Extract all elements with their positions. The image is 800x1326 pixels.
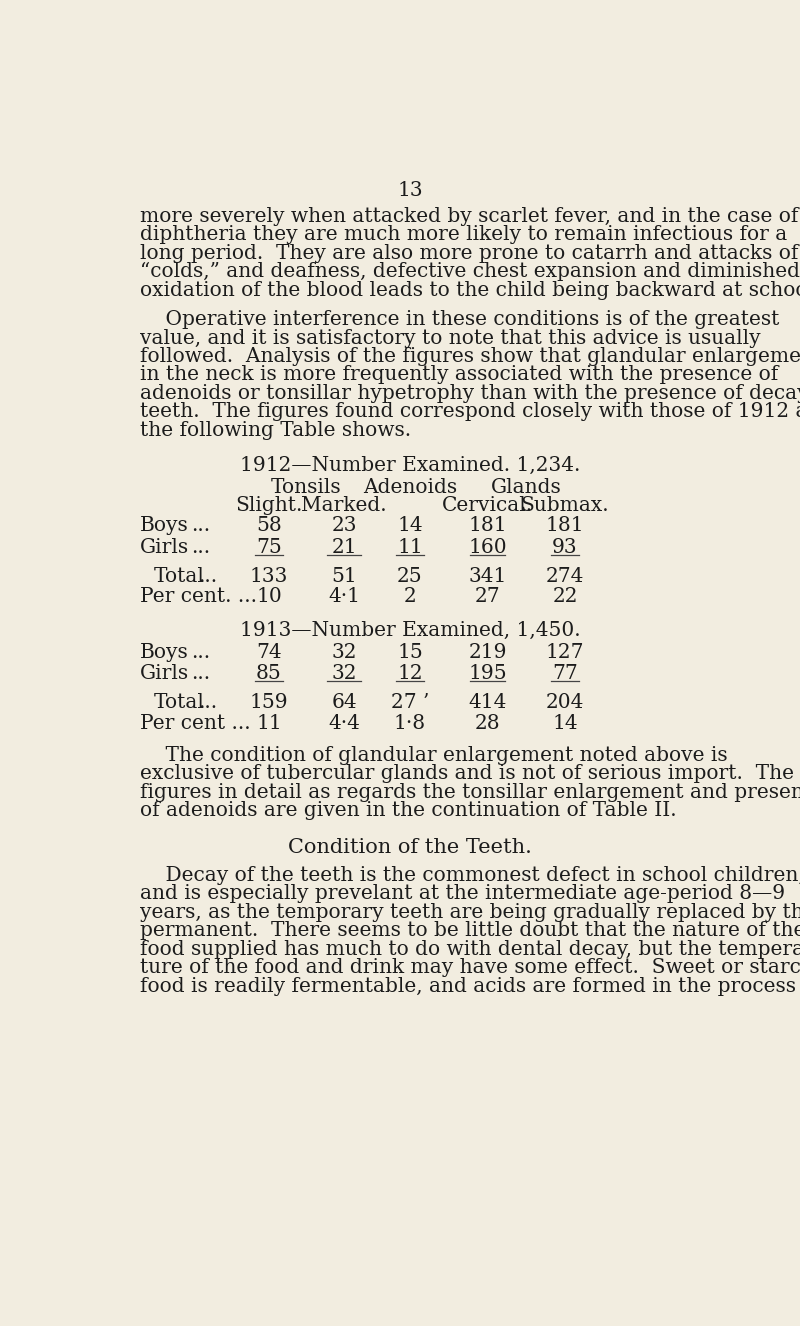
Text: long period.  They are also more prone to catarrh and attacks of: long period. They are also more prone to…: [140, 244, 798, 263]
Text: 159: 159: [250, 693, 288, 712]
Text: food is readily fermentable, and acids are formed in the process of: food is readily fermentable, and acids a…: [140, 977, 800, 996]
Text: Girls: Girls: [140, 664, 190, 683]
Text: food supplied has much to do with dental decay, but the tempera-: food supplied has much to do with dental…: [140, 940, 800, 959]
Text: 75: 75: [256, 538, 282, 557]
Text: 160: 160: [468, 538, 507, 557]
Text: “colds,” and deafness, defective chest expansion and diminished: “colds,” and deafness, defective chest e…: [140, 263, 800, 281]
Text: 127: 127: [546, 643, 584, 662]
Text: 22: 22: [552, 587, 578, 606]
Text: 12: 12: [397, 664, 423, 683]
Text: Submax.: Submax.: [521, 496, 610, 516]
Text: 4·1: 4·1: [328, 587, 360, 606]
Text: 14: 14: [552, 713, 578, 732]
Text: oxidation of the blood leads to the child being backward at school.: oxidation of the blood leads to the chil…: [140, 281, 800, 300]
Text: The condition of glandular enlargement noted above is: The condition of glandular enlargement n…: [140, 745, 728, 765]
Text: 13: 13: [397, 180, 423, 200]
Text: 23: 23: [331, 516, 357, 536]
Text: followed.  Analysis of the figures show that glandular enlargement: followed. Analysis of the figures show t…: [140, 347, 800, 366]
Text: Total: Total: [154, 693, 205, 712]
Text: ...: ...: [191, 538, 210, 557]
Text: 27: 27: [474, 587, 500, 606]
Text: Total: Total: [154, 568, 205, 586]
Text: of adenoids are given in the continuation of Table II.: of adenoids are given in the continuatio…: [140, 801, 677, 821]
Text: 32: 32: [331, 664, 357, 683]
Text: 85: 85: [256, 664, 282, 683]
Text: ...: ...: [191, 516, 210, 536]
Text: years, as the temporary teeth are being gradually replaced by the: years, as the temporary teeth are being …: [140, 903, 800, 922]
Text: in the neck is more frequently associated with the presence of: in the neck is more frequently associate…: [140, 366, 778, 385]
Text: more severely when attacked by scarlet fever, and in the case of: more severely when attacked by scarlet f…: [140, 207, 798, 225]
Text: ...: ...: [191, 643, 210, 662]
Text: 64: 64: [331, 693, 357, 712]
Text: 14: 14: [397, 516, 423, 536]
Text: Operative interference in these conditions is of the greatest: Operative interference in these conditio…: [140, 310, 780, 329]
Text: ...: ...: [191, 664, 210, 683]
Text: 181: 181: [468, 516, 507, 536]
Text: 219: 219: [468, 643, 506, 662]
Text: 25: 25: [397, 568, 423, 586]
Text: 58: 58: [256, 516, 282, 536]
Text: Tonsils: Tonsils: [271, 477, 342, 497]
Text: Marked.: Marked.: [302, 496, 387, 516]
Text: and is especially prevelant at the intermediate age-period 8—9: and is especially prevelant at the inter…: [140, 884, 786, 903]
Text: diphtheria they are much more likely to remain infectious for a: diphtheria they are much more likely to …: [140, 225, 787, 244]
Text: 195: 195: [468, 664, 507, 683]
Text: ...: ...: [198, 693, 217, 712]
Text: 21: 21: [331, 538, 357, 557]
Text: 27 ’: 27 ’: [391, 693, 429, 712]
Text: 2: 2: [404, 587, 416, 606]
Text: Cervical.: Cervical.: [442, 496, 533, 516]
Text: 181: 181: [546, 516, 584, 536]
Text: exclusive of tubercular glands and is not of serious import.  The: exclusive of tubercular glands and is no…: [140, 764, 794, 784]
Text: figures in detail as regards the tonsillar enlargement and presence: figures in detail as regards the tonsill…: [140, 782, 800, 802]
Text: 1913—Number Examined, 1,450.: 1913—Number Examined, 1,450.: [240, 621, 580, 640]
Text: 341: 341: [468, 568, 506, 586]
Text: 274: 274: [546, 568, 584, 586]
Text: ture of the food and drink may have some effect.  Sweet or starchy: ture of the food and drink may have some…: [140, 959, 800, 977]
Text: teeth.  The figures found correspond closely with those of 1912 as: teeth. The figures found correspond clos…: [140, 402, 800, 422]
Text: 414: 414: [468, 693, 506, 712]
Text: Girls: Girls: [140, 538, 190, 557]
Text: 10: 10: [256, 587, 282, 606]
Text: 77: 77: [552, 664, 578, 683]
Text: 1912—Number Examined. 1,234.: 1912—Number Examined. 1,234.: [240, 456, 580, 475]
Text: 15: 15: [397, 643, 423, 662]
Text: adenoids or tonsillar hypetrophy than with the presence of decayed: adenoids or tonsillar hypetrophy than wi…: [140, 385, 800, 403]
Text: 11: 11: [256, 713, 282, 732]
Text: 74: 74: [256, 643, 282, 662]
Text: Condition of the Teeth.: Condition of the Teeth.: [288, 838, 532, 858]
Text: Boys: Boys: [140, 516, 189, 536]
Text: Per cent ...: Per cent ...: [140, 713, 251, 732]
Text: 133: 133: [250, 568, 288, 586]
Text: Slight.: Slight.: [235, 496, 302, 516]
Text: permanent.  There seems to be little doubt that the nature of the: permanent. There seems to be little doub…: [140, 922, 800, 940]
Text: Glands: Glands: [491, 477, 562, 497]
Text: Boys: Boys: [140, 643, 189, 662]
Text: 1·8: 1·8: [394, 713, 426, 732]
Text: ...: ...: [198, 568, 217, 586]
Text: value, and it is satisfactory to note that this advice is usually: value, and it is satisfactory to note th…: [140, 329, 761, 347]
Text: 204: 204: [546, 693, 584, 712]
Text: 93: 93: [552, 538, 578, 557]
Text: 4·4: 4·4: [328, 713, 360, 732]
Text: Decay of the teeth is the commonest defect in school children,: Decay of the teeth is the commonest defe…: [140, 866, 800, 884]
Text: 28: 28: [474, 713, 500, 732]
Text: 51: 51: [331, 568, 357, 586]
Text: 11: 11: [397, 538, 423, 557]
Text: Per cent. ...: Per cent. ...: [140, 587, 258, 606]
Text: 32: 32: [331, 643, 357, 662]
Text: the following Table shows.: the following Table shows.: [140, 420, 411, 440]
Text: Adenoids: Adenoids: [363, 477, 457, 497]
